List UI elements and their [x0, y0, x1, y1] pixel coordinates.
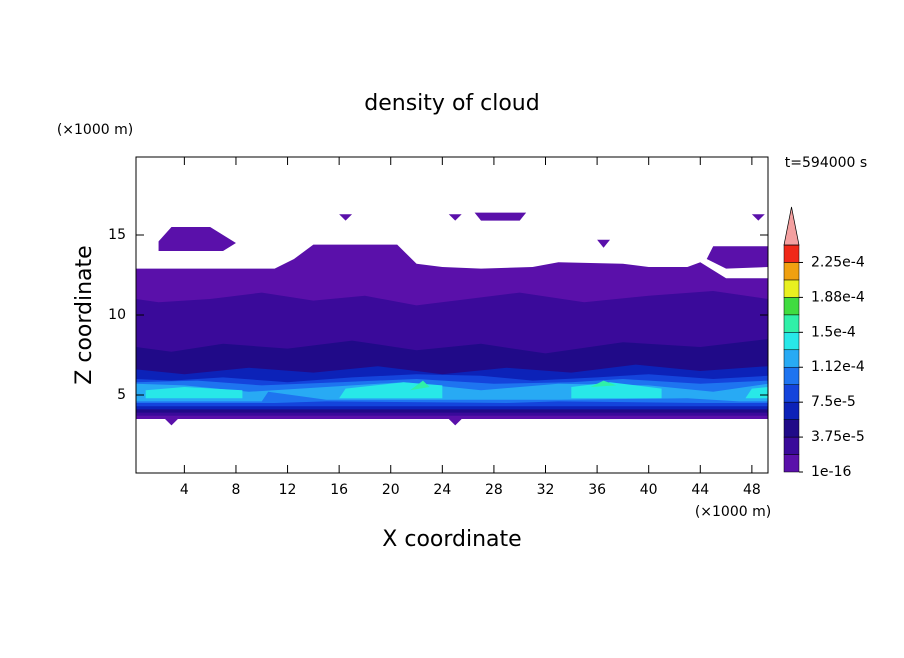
colorbar-band: [783, 314, 800, 333]
x-tick-label: 32: [537, 482, 555, 498]
colorbar-band: [783, 349, 800, 368]
colorbar-tick-label: 2.25e-4: [811, 254, 865, 270]
contour-region: [158, 227, 236, 251]
plot-area: [136, 212, 768, 426]
colorbar-tick-label: 1e-16: [811, 464, 851, 480]
colorbar-band: [783, 279, 800, 298]
colorbar-band: [783, 244, 800, 263]
colorbar-tick-label: 1.12e-4: [811, 359, 865, 375]
x-tick-label: 44: [691, 482, 709, 498]
contour-region: [590, 380, 617, 387]
y-tick-label: 5: [117, 387, 126, 403]
contour-region: [145, 387, 243, 399]
y-tick-label: 15: [108, 227, 126, 243]
y-axis-label: Z coordinate: [72, 245, 97, 384]
x-tick-label: 40: [640, 482, 658, 498]
colorbar-tick-label: 3.75e-5: [811, 429, 865, 445]
colorbar-band: [783, 384, 800, 403]
contour-region: [597, 239, 610, 248]
x-unit: (×1000 m): [695, 504, 771, 520]
colorbar-band: [783, 436, 800, 455]
colorbar-tick-label: 1.5e-4: [811, 324, 856, 340]
x-tick-label: 36: [588, 482, 606, 498]
colorbar-band: [783, 401, 800, 420]
colorbar-tick-label: 7.5e-5: [811, 394, 856, 410]
x-tick-label: 12: [279, 482, 297, 498]
contour-region: [706, 246, 768, 269]
x-tick-label: 28: [485, 482, 503, 498]
x-tick-label: 24: [433, 482, 451, 498]
chart-title: density of cloud: [364, 91, 539, 116]
colorbar-band: [783, 454, 800, 473]
colorbar-tick-label: 1.88e-4: [811, 289, 865, 305]
x-tick-label: 20: [382, 482, 400, 498]
contour-region: [448, 214, 462, 221]
contour-region: [339, 214, 353, 221]
y-tick-label: 10: [108, 307, 126, 323]
time-annotation: t=594000 s: [785, 155, 867, 171]
colorbar-band: [783, 332, 800, 351]
colorbar-band: [783, 366, 800, 385]
x-tick-label: 16: [330, 482, 348, 498]
colorbar-band: [783, 419, 800, 438]
contour-region: [751, 214, 765, 221]
contour-region: [474, 212, 527, 221]
x-tick-label: 4: [180, 482, 189, 498]
x-axis-label: X coordinate: [382, 527, 521, 552]
y-unit: (×1000 m): [57, 122, 133, 138]
contour-region: [410, 380, 430, 391]
x-tick-label: 8: [231, 482, 240, 498]
colorbar-band: [783, 262, 800, 281]
colorbar-extension: [783, 206, 800, 246]
colorbar-band: [783, 297, 800, 316]
x-tick-label: 48: [743, 482, 761, 498]
